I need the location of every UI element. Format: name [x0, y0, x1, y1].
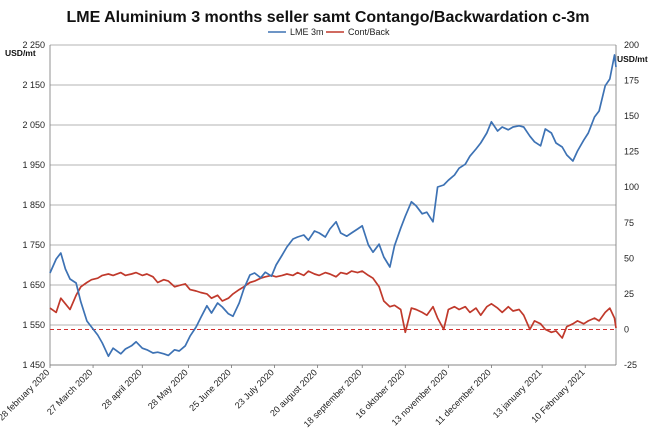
- y-right-tick-label: -25: [624, 360, 637, 370]
- y-left-tick-label: 1 850: [22, 200, 45, 210]
- y-right-tick-label: 150: [624, 111, 639, 121]
- y-axis-right-unit-label: USD/mt: [617, 54, 648, 64]
- y-right-tick-label: 200: [624, 40, 639, 50]
- y-axis-left-unit-label: USD/mt: [5, 48, 36, 58]
- series-layer: [49, 54, 617, 358]
- chart-title: LME Aluminium 3 months seller samt Conta…: [66, 9, 589, 26]
- axes: [49, 45, 617, 366]
- y-right-tick-label: 125: [624, 147, 639, 157]
- gridlines: [50, 44, 616, 366]
- x-tick-label: 28 april 2020: [100, 367, 144, 411]
- y-right-tick-label: 100: [624, 182, 639, 192]
- y-left-tick-label: 1 950: [22, 160, 45, 170]
- x-tick-label: 27 March 2020: [45, 367, 95, 417]
- y-left-tick-label: 1 450: [22, 360, 45, 370]
- legend-label-cont-back: Cont/Back: [348, 27, 390, 37]
- y-left-tick-label: 2 150: [22, 80, 45, 90]
- x-tick-label: 25 June 2020: [187, 367, 233, 413]
- y-right-tick-label: 50: [624, 253, 634, 263]
- series-line-lme-3m: [49, 54, 617, 358]
- series-line-cont-back: [49, 270, 617, 339]
- y-left-tick-label: 1 550: [22, 320, 45, 330]
- y-left-tick-label: 2 050: [22, 120, 45, 130]
- legend: LME 3m Cont/Back: [268, 27, 390, 37]
- y-left-tick-label: 1 650: [22, 280, 45, 290]
- y-right-tick-label: 0: [624, 324, 629, 334]
- y-right-tick-label: 75: [624, 218, 634, 228]
- x-tick-label: 23 July 2020: [233, 367, 276, 410]
- y-right-tick-label: 25: [624, 289, 634, 299]
- legend-label-lme-3m: LME 3m: [290, 27, 324, 37]
- x-tick-label: 20 august 2020: [268, 367, 319, 418]
- y-axis-right-ticks: -25 0 25 50 75 100 125 150 175 200: [624, 40, 639, 370]
- y-right-tick-label: 175: [624, 76, 639, 86]
- y-axis-left-ticks: 1 450 1 550 1 650 1 750 1 850 1 950 2 050 2 150…: [22, 40, 45, 370]
- x-tick-label: 28 february 2020: [0, 367, 51, 422]
- x-tick-label: 28 May 2020: [146, 367, 190, 411]
- y-left-tick-label: 2 250: [22, 40, 45, 50]
- y-left-tick-label: 1 750: [22, 240, 45, 250]
